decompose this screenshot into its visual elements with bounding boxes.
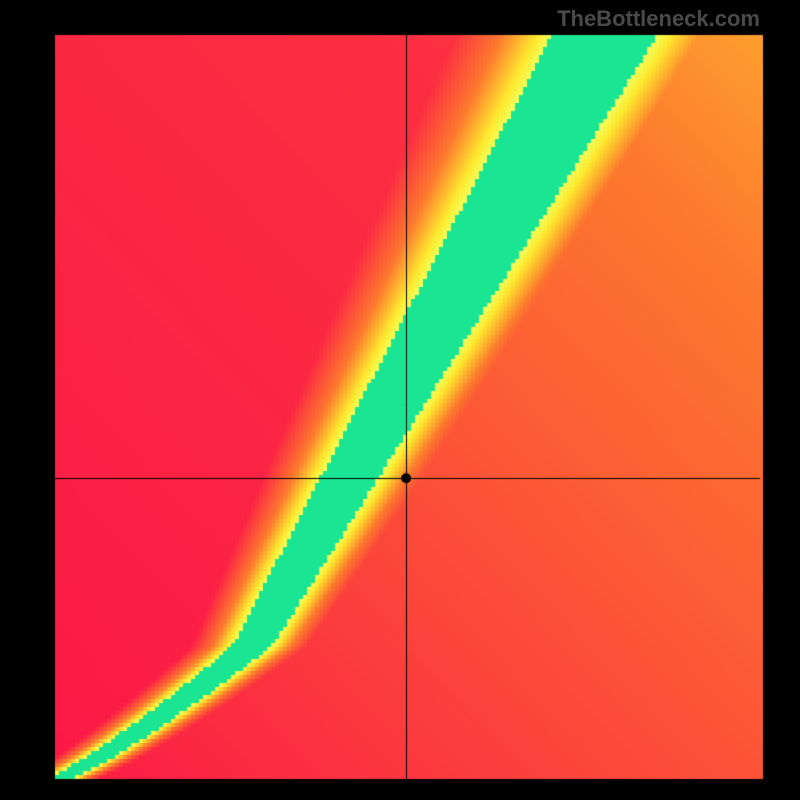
watermark-text: TheBottleneck.com — [557, 6, 760, 32]
chart-container: TheBottleneck.com — [0, 0, 800, 800]
heatmap-canvas — [0, 0, 800, 800]
